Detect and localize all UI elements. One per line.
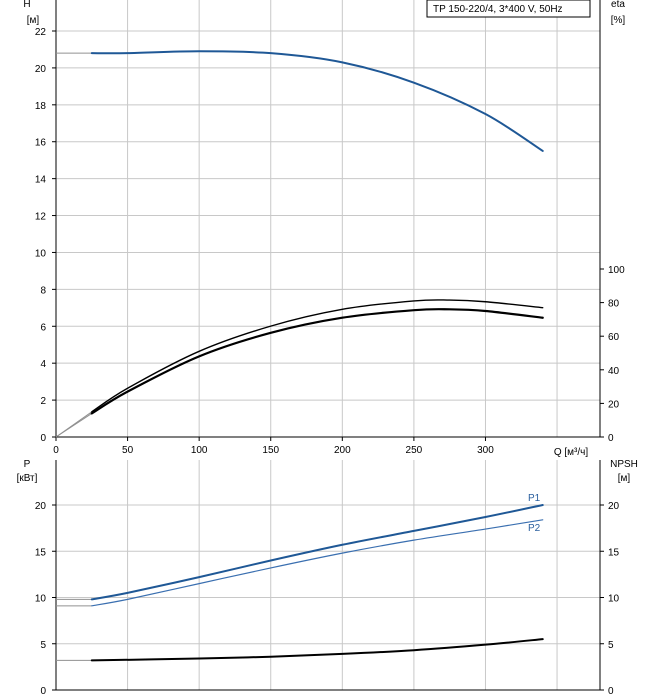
series-label-p2: P2 (528, 523, 541, 534)
panel-frames (55, 0, 601, 691)
right-tick-label: 80 (608, 299, 620, 310)
right-tick-label: 15 (608, 547, 620, 558)
left-tick-label: 16 (35, 138, 47, 149)
upper-panel-grid (56, 0, 600, 437)
x-tick-label: 300 (477, 445, 494, 456)
data-curves (55, 50, 544, 662)
curve-upper-0 (90, 50, 544, 152)
left-tick-label: 14 (35, 175, 47, 186)
lower-panel-grid (56, 460, 600, 690)
series-label-p1: P1 (528, 493, 541, 504)
left-tick-label: 15 (35, 547, 47, 558)
lower-right-axis-unit: [м] (618, 473, 631, 484)
left-tick-label: 5 (40, 640, 46, 651)
right-tick-label: 100 (608, 265, 625, 276)
left-tick-label: 10 (35, 594, 47, 605)
upper-right-axis-title: eta (611, 0, 625, 10)
curve-upper-2 (90, 308, 544, 415)
curve-upper-1 (91, 299, 544, 413)
upper-left-axis-title: H (23, 0, 30, 10)
left-tick-label: 12 (35, 212, 47, 223)
right-tick-label: 60 (608, 332, 620, 343)
left-tick-label: 8 (40, 285, 46, 296)
left-tick-label: 0 (40, 433, 46, 444)
left-tick-label: 18 (35, 101, 47, 112)
left-tick-label: 20 (35, 64, 47, 75)
x-tick-label: 200 (334, 445, 351, 456)
x-tick-label: 100 (191, 445, 208, 456)
curve-lower-1 (91, 519, 544, 607)
left-tick-label: 10 (35, 248, 47, 259)
lower-right-axis-title: NPSH (610, 459, 638, 470)
x-tick-label: 150 (262, 445, 279, 456)
upper-left-axis-unit: [м] (27, 15, 40, 26)
left-tick-label: 0 (40, 686, 46, 697)
right-tick-label: 0 (608, 686, 614, 697)
legend-box (426, 0, 591, 18)
left-tick-label: 2 (40, 396, 46, 407)
left-tick-label: 20 (35, 501, 47, 512)
curve-lower-0 (90, 504, 544, 601)
curve-lower-2 (90, 638, 544, 662)
upper-right-axis-unit: [%] (611, 15, 626, 26)
x-tick-label: 50 (122, 445, 134, 456)
right-tick-label: 20 (608, 501, 620, 512)
right-tick-label: 20 (608, 399, 620, 410)
curve-extension-upper-2 (55, 413, 93, 438)
left-tick-label: 4 (40, 359, 46, 370)
left-tick-label: 6 (40, 322, 46, 333)
right-tick-label: 40 (608, 366, 620, 377)
lower-left-axis-unit: [кВт] (17, 473, 38, 484)
lower-left-axis-title: P (24, 459, 31, 470)
right-tick-label: 10 (608, 594, 620, 605)
x-tick-label: 250 (406, 445, 423, 456)
x-tick-label: 0 (53, 445, 59, 456)
right-tick-label: 0 (608, 433, 614, 444)
right-tick-label: 5 (608, 640, 614, 651)
x-axis-title: Q [м³/ч] (554, 447, 589, 458)
legend-text: TP 150-220/4, 3*400 V, 50Hz (433, 4, 563, 15)
left-tick-label: 22 (35, 27, 47, 38)
